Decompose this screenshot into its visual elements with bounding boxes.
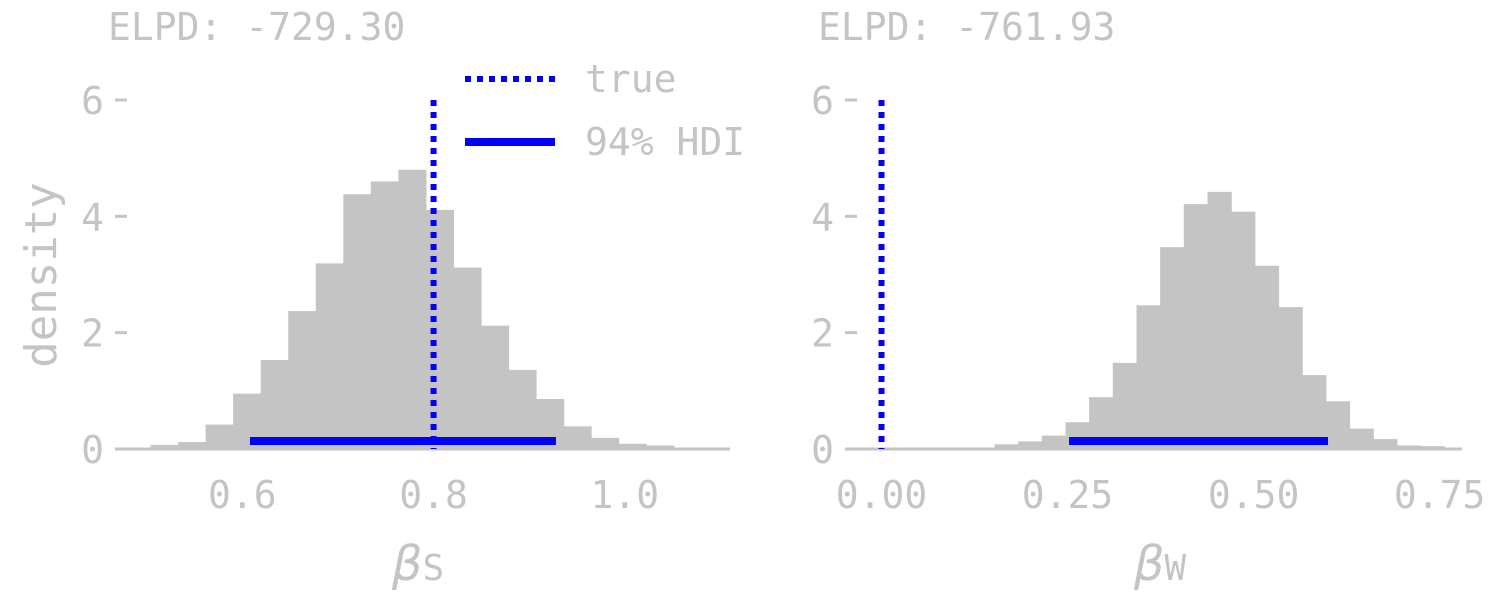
panel-right-axes: 0 2 4 6 0.00 0.25 0.50 0.75 bbox=[811, 79, 1485, 517]
y-tick-label: 2 bbox=[811, 312, 834, 356]
panel-left-marks bbox=[249, 100, 556, 449]
panel-right-xlabel-sub: W bbox=[1164, 548, 1186, 589]
y-tick-label: 6 bbox=[811, 79, 834, 123]
x-tick-label: 0.00 bbox=[836, 473, 928, 517]
legend-hdi-label: 94% HDI bbox=[585, 120, 745, 164]
x-tick-label: 0.8 bbox=[399, 473, 468, 517]
histogram-bar bbox=[315, 263, 344, 449]
y-tick-label: 0 bbox=[811, 428, 834, 472]
histogram-bar bbox=[425, 209, 454, 449]
panel-left-xlabel-sub: S bbox=[422, 548, 444, 589]
legend: true 94% HDI bbox=[465, 57, 745, 164]
histogram-bar bbox=[481, 325, 510, 449]
histogram-bar bbox=[1325, 401, 1351, 449]
histogram-bar bbox=[563, 426, 592, 449]
x-tick-label: 0.6 bbox=[208, 473, 277, 517]
histogram-bar bbox=[398, 169, 427, 450]
panel-left-xlabel: βS bbox=[391, 536, 444, 592]
panel-left-axes: 0 2 4 6 0.6 0.8 1.0 bbox=[81, 79, 730, 517]
histogram-bar bbox=[205, 424, 234, 449]
panel-right-xlabel-symbol: β bbox=[1133, 536, 1165, 592]
x-tick-label: 0.75 bbox=[1394, 473, 1486, 517]
histogram-bar bbox=[618, 443, 647, 449]
histogram-bar bbox=[994, 444, 1019, 449]
panel-right: ELPD: -761.93 0 2 4 6 0.00 0.25 0.50 0.75 βW bbox=[811, 5, 1485, 592]
x-tick-label: 0.50 bbox=[1208, 473, 1300, 517]
histogram-bar bbox=[1112, 362, 1138, 449]
histogram-bar bbox=[1396, 445, 1422, 449]
histogram-bar bbox=[1018, 441, 1043, 449]
histogram-bar bbox=[1278, 307, 1303, 449]
y-tick-label: 4 bbox=[81, 195, 104, 239]
histogram-bar bbox=[343, 194, 372, 449]
histogram-bar bbox=[591, 437, 620, 449]
histogram-bar bbox=[288, 311, 317, 449]
y-tick-label: 6 bbox=[81, 79, 104, 123]
histogram-bar bbox=[1160, 247, 1185, 449]
panel-left-bars bbox=[150, 169, 675, 450]
legend-true-label: true bbox=[585, 57, 677, 101]
panel-left-title: ELPD: -729.30 bbox=[108, 5, 405, 49]
histogram-bar bbox=[453, 267, 482, 449]
panel-right-title: ELPD: -761.93 bbox=[818, 5, 1115, 49]
histogram-bar bbox=[1207, 191, 1232, 449]
histogram-bar bbox=[260, 360, 289, 449]
y-tick-label: 2 bbox=[81, 312, 104, 356]
y-tick-label: 4 bbox=[811, 195, 834, 239]
y-tick-label: 0 bbox=[81, 428, 104, 472]
histogram-bar bbox=[1373, 439, 1398, 449]
histogram-bar bbox=[1136, 305, 1161, 449]
x-tick-label: 0.25 bbox=[1022, 473, 1114, 517]
histogram-bar bbox=[150, 444, 179, 449]
panel-right-marks bbox=[878, 100, 1329, 449]
histogram-bar bbox=[1231, 211, 1256, 449]
histogram-bar bbox=[1183, 204, 1209, 449]
panel-right-bars bbox=[970, 191, 1445, 449]
panel-right-xlabel: βW bbox=[1133, 536, 1187, 592]
x-tick-label: 1.0 bbox=[590, 473, 659, 517]
histogram-bar bbox=[646, 445, 675, 449]
histogram-bar bbox=[1041, 435, 1067, 449]
histogram-bar bbox=[1349, 428, 1374, 449]
histogram-bar bbox=[1254, 265, 1280, 449]
histogram-bar bbox=[370, 181, 399, 449]
histogram-bar bbox=[178, 442, 207, 449]
panel-left: ELPD: -729.30 0 2 4 6 0.6 0.8 1.0 βS bbox=[81, 5, 730, 592]
histogram-bar bbox=[508, 369, 537, 449]
histogram-bar bbox=[1302, 375, 1327, 449]
y-axis-label: density bbox=[16, 182, 67, 367]
panel-left-xlabel-symbol: β bbox=[391, 536, 423, 592]
